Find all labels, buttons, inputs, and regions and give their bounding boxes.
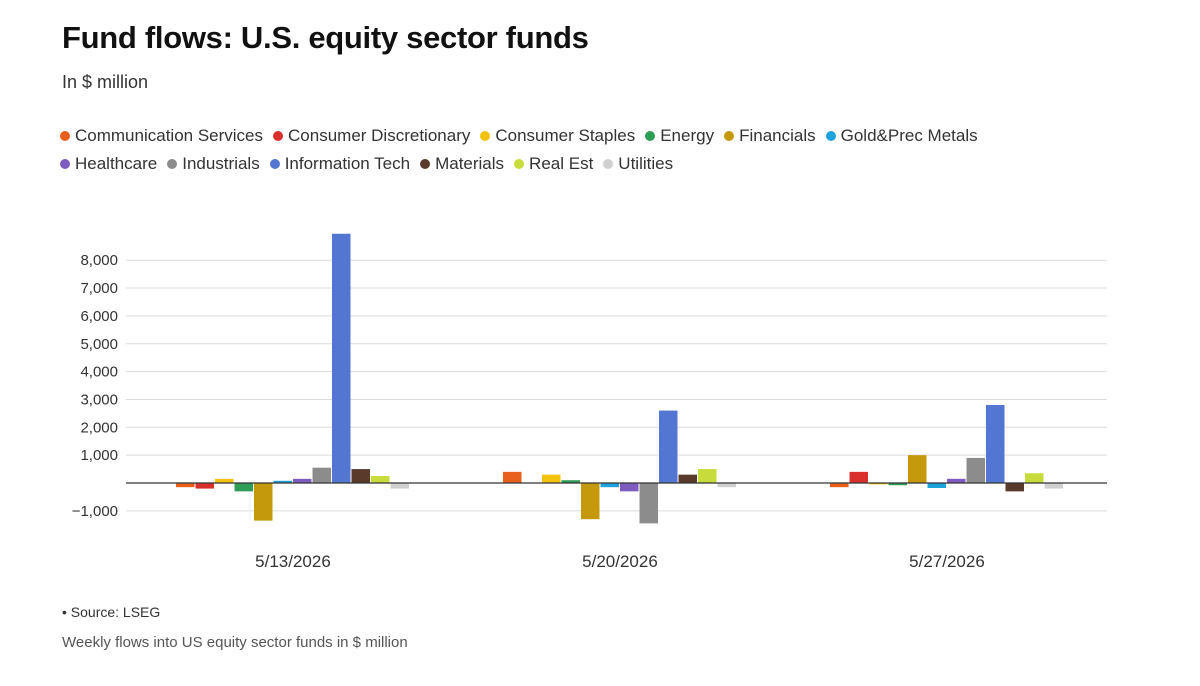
y-tick-label: 7,000 <box>80 280 118 297</box>
y-tick-label: 2,000 <box>80 419 118 436</box>
bar <box>869 483 888 485</box>
bar <box>351 469 370 483</box>
bar <box>542 474 561 483</box>
legend-label: Gold&Prec Metals <box>840 126 978 145</box>
legend-label: Materials <box>435 154 505 173</box>
bar <box>717 483 736 488</box>
y-tick-label: 5,000 <box>80 336 118 353</box>
bar <box>908 455 927 483</box>
legend-item: Gold&Prec Metals <box>825 122 978 150</box>
legend-row-2: Healthcare Industrials Information Tech … <box>60 150 1120 178</box>
legend-label: Consumer Staples <box>495 126 636 145</box>
bar <box>273 480 292 483</box>
legend-item: Consumer Staples <box>480 122 635 150</box>
legend-label: Financials <box>739 126 816 145</box>
legend-item: Materials <box>420 150 504 178</box>
bar <box>176 483 195 488</box>
bar <box>1005 483 1024 492</box>
legend-label: Utilities <box>618 154 674 173</box>
legend-dot <box>273 131 284 141</box>
bar <box>927 483 946 489</box>
x-tick-label: 5/27/2026 <box>909 552 985 571</box>
bar <box>234 483 253 492</box>
bar <box>581 483 600 520</box>
bar <box>503 471 522 483</box>
x-tick-label: 5/20/2026 <box>582 552 658 571</box>
bar <box>312 467 331 483</box>
bar <box>620 483 639 492</box>
x-tick-label: 5/13/2026 <box>255 552 331 571</box>
legend-label: Energy <box>660 126 715 145</box>
legend-item: Financials <box>724 122 816 150</box>
legend-label: Industrials <box>182 154 260 173</box>
bar <box>1044 483 1063 489</box>
bar <box>195 483 214 489</box>
legend-label: Real Est <box>529 154 594 173</box>
legend-dot <box>269 159 280 169</box>
source-note: • Source: LSEG <box>62 604 161 620</box>
legend-dot <box>60 131 70 141</box>
bar <box>888 483 907 486</box>
y-tick-label: 6,000 <box>80 308 118 325</box>
legend: Communication Services Consumer Discreti… <box>60 122 1120 178</box>
legend-item: Information Tech <box>269 150 411 178</box>
legend-label: Communication Services <box>75 126 264 145</box>
legend-dot <box>724 131 735 141</box>
legend-dot <box>420 159 431 169</box>
bar <box>986 405 1005 483</box>
chart-caption: Weekly flows into US equity sector funds… <box>62 634 408 651</box>
bar <box>659 410 678 483</box>
bar <box>849 471 868 483</box>
legend-item: Utilities <box>603 150 673 178</box>
y-tick-label: 8,000 <box>80 252 118 269</box>
bar <box>561 480 580 483</box>
legend-item: Energy <box>645 122 714 150</box>
bar <box>254 483 273 521</box>
legend-item: Communication Services <box>60 122 263 150</box>
legend-dot <box>603 159 614 169</box>
bar <box>947 478 966 483</box>
bar <box>332 233 351 483</box>
legend-item: Real Est <box>514 150 593 178</box>
y-tick-label: 3,000 <box>80 391 118 408</box>
legend-dot <box>480 131 491 141</box>
legend-label: Healthcare <box>75 154 158 173</box>
y-tick-label: 4,000 <box>80 364 118 381</box>
bar <box>390 483 409 489</box>
bar <box>830 483 849 488</box>
legend-item: Industrials <box>167 150 260 178</box>
legend-dot <box>825 131 836 141</box>
legend-label: Information Tech <box>284 154 411 173</box>
bar <box>215 478 234 483</box>
y-tick-label: −1,000 <box>72 503 118 520</box>
legend-dot <box>60 159 70 169</box>
bar <box>678 474 697 483</box>
legend-label: Consumer Discretionary <box>288 126 471 145</box>
bar <box>1025 473 1044 483</box>
legend-row-1: Communication Services Consumer Discreti… <box>60 122 1120 150</box>
chart-subtitle: In $ million <box>62 72 149 92</box>
legend-dot <box>514 159 525 169</box>
bar <box>371 476 390 483</box>
bar <box>600 483 619 488</box>
bar <box>639 483 658 524</box>
y-tick-label: 1,000 <box>80 447 118 464</box>
bar <box>966 457 985 483</box>
bar <box>698 469 717 483</box>
legend-item: Healthcare <box>60 150 157 178</box>
legend-dot <box>645 131 656 141</box>
legend-item: Consumer Discretionary <box>273 122 470 150</box>
legend-dot <box>167 159 178 169</box>
bar <box>293 478 312 483</box>
chart-title: Fund flows: U.S. equity sector funds <box>62 20 589 55</box>
